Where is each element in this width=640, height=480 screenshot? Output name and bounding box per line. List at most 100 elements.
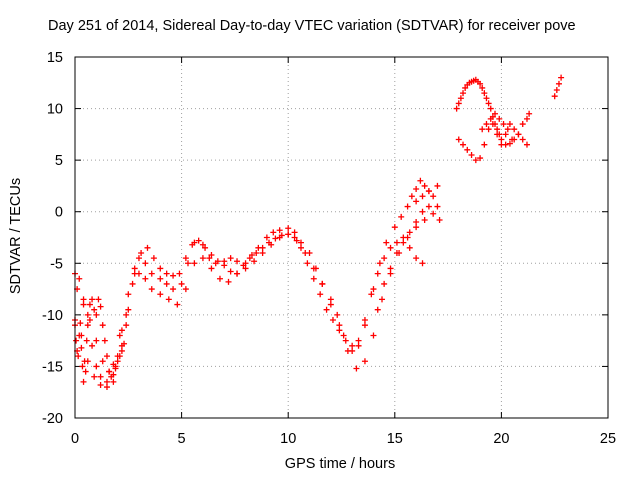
- data-point: [391, 224, 398, 231]
- data-point: [234, 258, 241, 265]
- data-point: [477, 80, 484, 87]
- data-point: [393, 239, 400, 246]
- data-point: [413, 186, 420, 193]
- data-point: [157, 265, 164, 272]
- data-point: [436, 216, 443, 223]
- y-tick-label: -10: [42, 308, 63, 324]
- data-point: [84, 311, 91, 318]
- x-tick-label: 10: [280, 431, 296, 447]
- data-point: [460, 141, 467, 148]
- data-point: [453, 105, 460, 112]
- data-point: [240, 262, 247, 269]
- axis-ticks: 0 5 10 15 20 25 -20 -15 -10 -5 0 5 10 15: [42, 50, 616, 447]
- data-point: [455, 100, 462, 107]
- data-point: [519, 121, 526, 128]
- data-point: [76, 275, 83, 282]
- chart-title: Day 251 of 2014, Sidereal Day-to-day VTE…: [48, 18, 576, 34]
- data-point: [216, 275, 223, 282]
- data-point: [387, 265, 394, 272]
- data-point: [276, 227, 283, 234]
- data-point: [506, 121, 513, 128]
- data-point: [419, 193, 426, 200]
- data-point: [334, 311, 341, 318]
- data-point: [425, 203, 432, 210]
- data-point: [89, 296, 96, 303]
- data-point: [84, 322, 91, 329]
- data-point: [184, 260, 191, 267]
- data-point: [551, 93, 558, 100]
- data-point: [157, 275, 164, 282]
- series-track-b: [72, 210, 437, 391]
- data-point: [317, 291, 324, 298]
- data-point: [376, 260, 383, 267]
- data-point: [511, 126, 518, 133]
- data-point: [417, 177, 424, 184]
- y-tick-label: 10: [47, 102, 63, 118]
- y-tick-label: 5: [55, 153, 63, 169]
- data-point: [75, 353, 82, 360]
- x-tick-label: 0: [71, 431, 79, 447]
- data-point: [176, 270, 183, 277]
- data-point: [496, 115, 503, 122]
- data-point: [485, 100, 492, 107]
- data-point: [492, 110, 499, 117]
- data-point: [349, 342, 356, 349]
- x-tick-label: 25: [600, 431, 616, 447]
- data-point: [379, 296, 386, 303]
- data-point: [485, 126, 492, 133]
- data-point: [142, 275, 149, 282]
- data-point: [425, 188, 432, 195]
- data-point: [178, 280, 185, 287]
- data-point: [221, 262, 228, 269]
- data-point: [494, 131, 501, 138]
- data-point: [327, 301, 334, 308]
- data-point: [555, 80, 562, 87]
- data-point: [93, 363, 100, 370]
- data-point: [157, 291, 164, 298]
- data-point: [304, 260, 311, 267]
- data-point: [336, 327, 343, 334]
- data-point: [370, 286, 377, 293]
- data-point: [340, 332, 347, 339]
- data-point: [144, 244, 151, 251]
- data-point: [114, 353, 121, 360]
- data-point: [430, 193, 437, 200]
- data-point: [370, 332, 377, 339]
- data-point: [502, 131, 509, 138]
- data-point: [150, 255, 157, 262]
- data-point: [487, 105, 494, 112]
- plot-area: [72, 74, 565, 391]
- data-point: [101, 337, 108, 344]
- data-point: [506, 140, 513, 147]
- data-point: [419, 208, 426, 215]
- data-point: [381, 255, 388, 262]
- data-point: [481, 141, 488, 148]
- data-point: [189, 241, 196, 248]
- data-point: [91, 306, 98, 313]
- data-point: [413, 255, 420, 262]
- data-point: [97, 373, 104, 380]
- data-point: [191, 260, 198, 267]
- x-axis-label: GPS time / hours: [284, 456, 396, 472]
- data-point: [199, 241, 206, 248]
- data-point: [86, 301, 93, 308]
- data-point: [83, 337, 90, 344]
- data-point: [278, 232, 285, 239]
- data-point: [398, 213, 405, 220]
- data-point: [361, 317, 368, 324]
- series-late-cluster-c: [479, 110, 516, 143]
- data-point: [138, 249, 145, 256]
- data-point: [355, 337, 362, 344]
- data-point: [374, 306, 381, 313]
- data-point: [355, 342, 362, 349]
- data-point: [291, 229, 298, 236]
- data-point: [434, 203, 441, 210]
- y-tick-label: 0: [55, 205, 63, 221]
- data-point: [293, 237, 300, 244]
- data-point: [310, 275, 317, 282]
- data-point: [266, 239, 273, 246]
- data-point: [110, 361, 117, 368]
- data-point: [489, 121, 496, 128]
- data-point: [413, 198, 420, 205]
